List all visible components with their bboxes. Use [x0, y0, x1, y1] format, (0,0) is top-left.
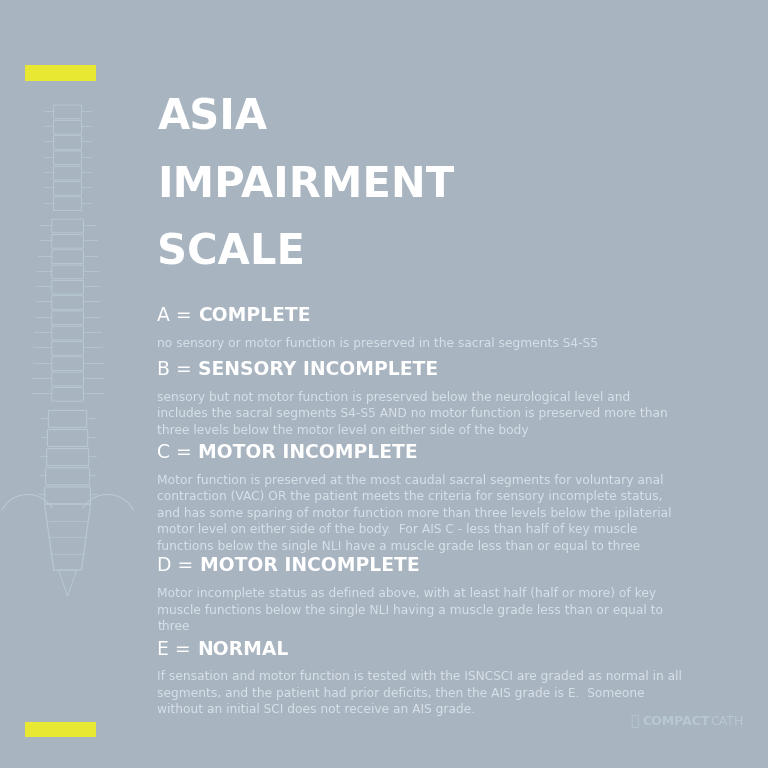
- Text: A =: A =: [157, 306, 198, 326]
- Text: no sensory or motor function is preserved in the sacral segments S4-S5: no sensory or motor function is preserve…: [157, 337, 598, 350]
- Text: SCALE: SCALE: [157, 231, 306, 273]
- Text: SENSORY INCOMPLETE: SENSORY INCOMPLETE: [198, 359, 439, 379]
- Text: C =: C =: [157, 443, 198, 462]
- Text: COMPLETE: COMPLETE: [198, 306, 310, 326]
- Text: MOTOR INCOMPLETE: MOTOR INCOMPLETE: [198, 443, 418, 462]
- Text: IMPAIRMENT: IMPAIRMENT: [157, 164, 455, 206]
- Text: MOTOR INCOMPLETE: MOTOR INCOMPLETE: [200, 556, 419, 575]
- Text: CATH: CATH: [710, 715, 743, 728]
- Text: If sensation and motor function is tested with the ISNCSCI are graded as normal : If sensation and motor function is teste…: [157, 670, 682, 717]
- Text: ASIA: ASIA: [157, 96, 267, 138]
- FancyBboxPatch shape: [25, 65, 96, 81]
- Text: NORMAL: NORMAL: [197, 640, 289, 659]
- Text: D =: D =: [157, 556, 200, 575]
- Text: E =: E =: [157, 640, 197, 659]
- Text: COMPACT: COMPACT: [643, 715, 710, 728]
- Text: sensory but not motor function is preserved below the neurological level and
inc: sensory but not motor function is preser…: [157, 391, 668, 436]
- Text: Motor function is preserved at the most caudal sacral segments for voluntary ana: Motor function is preserved at the most …: [157, 474, 672, 553]
- FancyBboxPatch shape: [25, 722, 96, 737]
- Text: Motor incomplete status as defined above, with at least half (half or more) of k: Motor incomplete status as defined above…: [157, 587, 664, 633]
- Text: 🖐: 🖐: [631, 714, 639, 728]
- Text: B =: B =: [157, 359, 198, 379]
